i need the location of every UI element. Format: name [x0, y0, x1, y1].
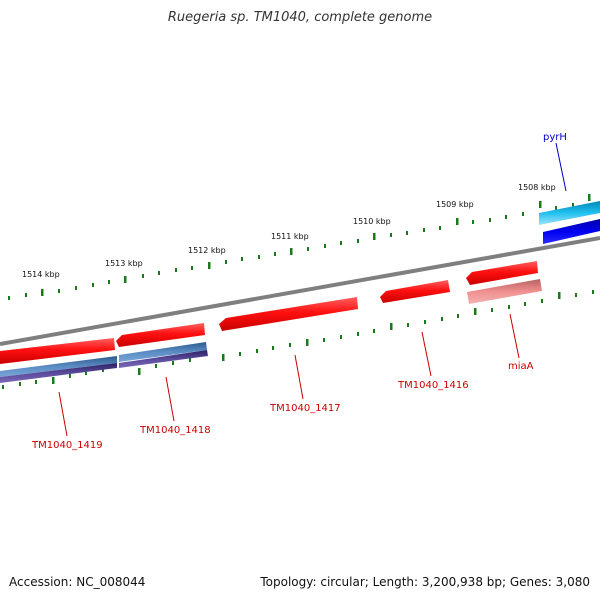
genome-summary: Topology: circular; Length: 3,200,938 bp… [260, 575, 590, 589]
gene-TM1040_1418-feature-2[interactable] [119, 350, 208, 368]
leader-line-TM1040_1416 [421, 331, 432, 377]
gene-TM1040_1419-cds[interactable] [0, 338, 115, 364]
gene-pyrH-cds[interactable] [539, 201, 600, 225]
ruler-label: 1510 kbp [353, 217, 391, 226]
gene-miaA-cds[interactable] [466, 261, 538, 285]
ruler-label: 1509 kbp [436, 200, 474, 209]
ruler-label: 1512 kbp [188, 246, 226, 255]
ruler-label: 1511 kbp [271, 232, 309, 241]
leader-line-TM1040_1417 [294, 354, 304, 400]
gene-label-TM1040_1419[interactable]: TM1040_1419 [31, 440, 103, 451]
gene-label-TM1040_1416[interactable]: TM1040_1416 [397, 380, 469, 391]
gene-TM1040_1417-cds[interactable] [219, 297, 358, 331]
leader-line-pyrH [555, 142, 567, 192]
outer-ruler-ticks [8, 194, 591, 300]
gene-TM1040_1419-feature-2[interactable] [0, 363, 117, 383]
ruler-label: 1514 kbp [22, 270, 60, 279]
gene-TM1040_1418-feature[interactable] [119, 342, 207, 362]
leader-line-miaA [509, 313, 520, 359]
gene-label-TM1040_1417[interactable]: TM1040_1417 [269, 403, 341, 414]
gene-miaA-rna[interactable] [467, 279, 542, 304]
gene-pyrH-feature[interactable] [543, 219, 600, 244]
genome-backbone [0, 236, 600, 346]
ruler-label: 1513 kbp [105, 259, 143, 268]
ruler-label: 1508 kbp [518, 183, 556, 192]
accession-label: Accession: NC_008044 [9, 575, 146, 589]
leader-line-TM1040_1418 [165, 376, 175, 422]
gene-TM1040_1418-cds[interactable] [116, 323, 205, 347]
gene-TM1040_1419-feature[interactable] [0, 356, 117, 377]
gene-label-miaA[interactable]: miaA [508, 361, 534, 372]
gene-label-pyrH[interactable]: pyrH [543, 132, 567, 143]
gene-TM1040_1416-cds[interactable] [380, 280, 450, 303]
leader-line-TM1040_1419 [58, 391, 68, 437]
inner-ruler-ticks [2, 290, 594, 389]
map-title: Ruegeria sp. TM1040, complete genome [167, 10, 433, 25]
gene-label-TM1040_1418[interactable]: TM1040_1418 [139, 425, 211, 436]
